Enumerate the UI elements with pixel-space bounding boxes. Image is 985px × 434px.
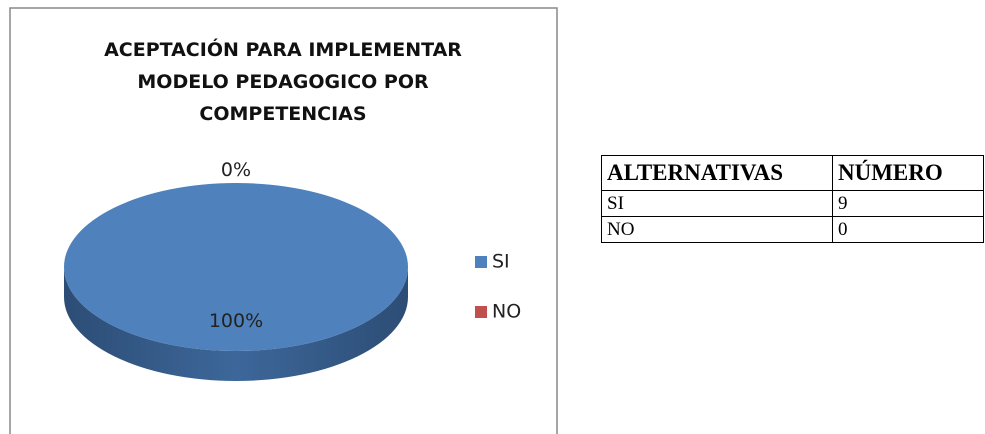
pie-side: [64, 267, 408, 381]
chart-border: [9, 7, 558, 434]
table-row: NO 0: [601, 216, 984, 243]
cell: SI: [601, 190, 833, 217]
legend-label: SI: [492, 251, 510, 273]
cell: NO: [601, 216, 833, 243]
legend-label: NO: [492, 301, 521, 323]
legend-swatch: [475, 256, 487, 268]
cell: 9: [832, 190, 984, 217]
header-cell: ALTERNATIVAS: [601, 155, 833, 191]
header-cell: NÚMERO: [832, 155, 984, 191]
legend-swatch: [475, 306, 487, 318]
data-table: ALTERNATIVAS NÚMERO SI 9 NO 0: [601, 155, 984, 243]
table-header: ALTERNATIVAS NÚMERO: [601, 155, 984, 191]
table-row: SI 9: [601, 190, 984, 217]
data-label: 0%: [221, 159, 251, 181]
data-label: 100%: [209, 310, 263, 332]
chart: 100% 0% SI NO: [9, 7, 558, 434]
cell: 0: [832, 216, 984, 243]
pie-slice: [64, 183, 408, 351]
chart-title: ACEPTACIÓN PARA IMPLEMENTAR MODELO PEDAG…: [104, 39, 462, 125]
